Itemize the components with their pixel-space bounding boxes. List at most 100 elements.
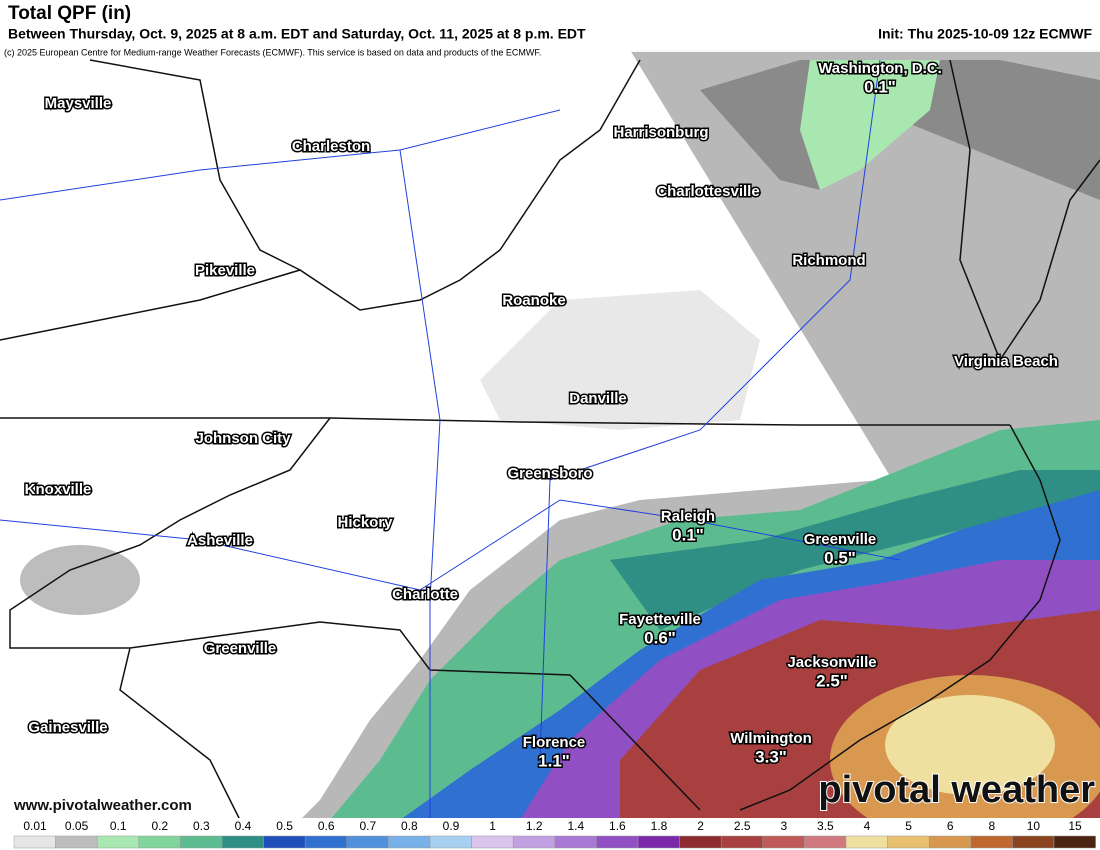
- colorbar-cell: [263, 835, 306, 849]
- state-border: [89, 59, 301, 271]
- credit: (c) 2025 European Centre for Medium-rang…: [4, 47, 541, 57]
- colorbar-label: 0.2: [151, 819, 168, 833]
- city-name: Raleigh: [661, 508, 715, 525]
- city-name: Charlotte: [392, 586, 458, 603]
- colorbar-cell: [596, 835, 639, 849]
- colorbar-cell: [388, 835, 431, 849]
- city-name: Roanoke: [502, 292, 565, 309]
- city-name: Greenville: [804, 531, 877, 548]
- watermark: pivotal weather: [818, 769, 1095, 811]
- city-amount: 0.1": [864, 77, 896, 96]
- state-border: [119, 647, 241, 821]
- subtitle: Between Thursday, Oct. 9, 2025 at 8 a.m.…: [8, 26, 586, 42]
- colorbar-label: 0.1: [110, 819, 127, 833]
- colorbar-cell: [13, 835, 56, 849]
- colorbar-label: 0.5: [276, 819, 293, 833]
- colorbar-cell: [512, 835, 556, 849]
- colorbar: 0.01 0.05 0.1 0.2 0.3 0.4 0.5 0.6 0.7 0.8 0.9 1 1.2 1…: [13, 819, 1096, 849]
- city-name: Charlottesville: [656, 183, 759, 200]
- city-name: Fayetteville: [619, 611, 701, 628]
- colorbar-label: 0.3: [193, 819, 210, 833]
- colorbar-label: 5: [905, 819, 912, 833]
- colorbar-cell: [96, 835, 140, 849]
- city-name: Harrisonburg: [613, 124, 708, 141]
- state-border: [0, 417, 1010, 426]
- teal-band: [610, 470, 1100, 630]
- colorbar-label: 1.6: [609, 819, 626, 833]
- city-name: Gainesville: [28, 719, 107, 736]
- colorbar-cell: [679, 835, 722, 849]
- colorbar-label: 2: [697, 819, 704, 833]
- city-amount: 2.5": [816, 671, 848, 690]
- colorbar-cell: [304, 835, 348, 849]
- city-name: Hickory: [337, 514, 393, 531]
- colorbar-cell: [887, 835, 930, 849]
- colorbar-cell: [928, 835, 972, 849]
- colorbar-label: 0.9: [443, 819, 460, 833]
- colorbar-cell: [804, 835, 847, 849]
- colorbar-label: 2.5: [734, 819, 751, 833]
- city-name: Asheville: [187, 532, 253, 549]
- colorbar-label: 1.8: [651, 819, 668, 833]
- colorbar-label: 0.8: [401, 819, 418, 833]
- colorbar-label: 10: [1027, 819, 1041, 833]
- city-name: Pikeville: [195, 262, 255, 279]
- colorbar-label: 0.6: [318, 819, 335, 833]
- yellow-area: [885, 695, 1055, 795]
- colorbar-cell: [720, 835, 764, 849]
- colorbar-label: 1.2: [526, 819, 543, 833]
- light-area: [480, 290, 760, 430]
- city-name: Greenville: [204, 640, 277, 657]
- colorbar-label: 1.4: [567, 819, 584, 833]
- colorbar-cell: [1053, 835, 1096, 849]
- colorbar-label: 0.4: [235, 819, 252, 833]
- colorbar-cell: [970, 835, 1013, 849]
- coastline: [949, 59, 1100, 362]
- coastline: [739, 424, 1061, 811]
- colorbar-cell: [221, 835, 264, 849]
- city-name: Maysville: [45, 95, 112, 112]
- city-name: Wilmington: [730, 730, 812, 747]
- colorbar-label: 3.5: [817, 819, 834, 833]
- city-amount: 0.6": [644, 628, 676, 647]
- colorbar-label: 0.05: [65, 819, 89, 833]
- header-bg: [0, 0, 1100, 52]
- borders: [0, 59, 1100, 821]
- city-name: Charleston: [292, 138, 370, 155]
- green-area: [800, 60, 940, 190]
- city-name: Johnson City: [195, 430, 291, 447]
- title: Total QPF (in): [8, 3, 131, 24]
- city-name: Danville: [569, 390, 627, 407]
- colorbar-label: 0.01: [23, 819, 47, 833]
- city-name: Jacksonville: [787, 654, 876, 671]
- city-amount: 0.1": [672, 525, 704, 544]
- colorbar-cell: [180, 835, 223, 849]
- colorbar-label: 4: [864, 819, 871, 833]
- city-name: Richmond: [792, 252, 865, 269]
- colorbar-cell: [346, 835, 389, 849]
- colorbar-cell: [554, 835, 597, 849]
- city-labels: Maysville Charleston Harrisonburg Washingto…: [23, 58, 1059, 772]
- city-amount: 3.3": [755, 747, 787, 766]
- city-name: Knoxville: [25, 481, 92, 498]
- colorbar-cell: [138, 835, 181, 849]
- colorbar-label: 15: [1068, 819, 1082, 833]
- city-name: Washington, D.C.: [818, 60, 942, 77]
- gray-spot: [20, 545, 140, 615]
- colorbar-cell: [637, 835, 680, 849]
- colorbar-cell: [845, 835, 888, 849]
- city-name: Virginia Beach: [954, 353, 1058, 370]
- city-name: Florence: [523, 734, 586, 751]
- colorbar-label: 3: [780, 819, 787, 833]
- state-border: [0, 59, 641, 341]
- colorbar-cell: [471, 835, 514, 849]
- city-amount: 1.1": [538, 751, 570, 770]
- colorbar-label: 6: [947, 819, 954, 833]
- highways: [0, 59, 901, 820]
- state-border: [9, 417, 701, 811]
- colorbar-label: 1: [489, 819, 496, 833]
- colorbar-cell: [429, 835, 472, 849]
- colorbar-cell: [55, 835, 98, 849]
- colorbar-label: 8: [988, 819, 995, 833]
